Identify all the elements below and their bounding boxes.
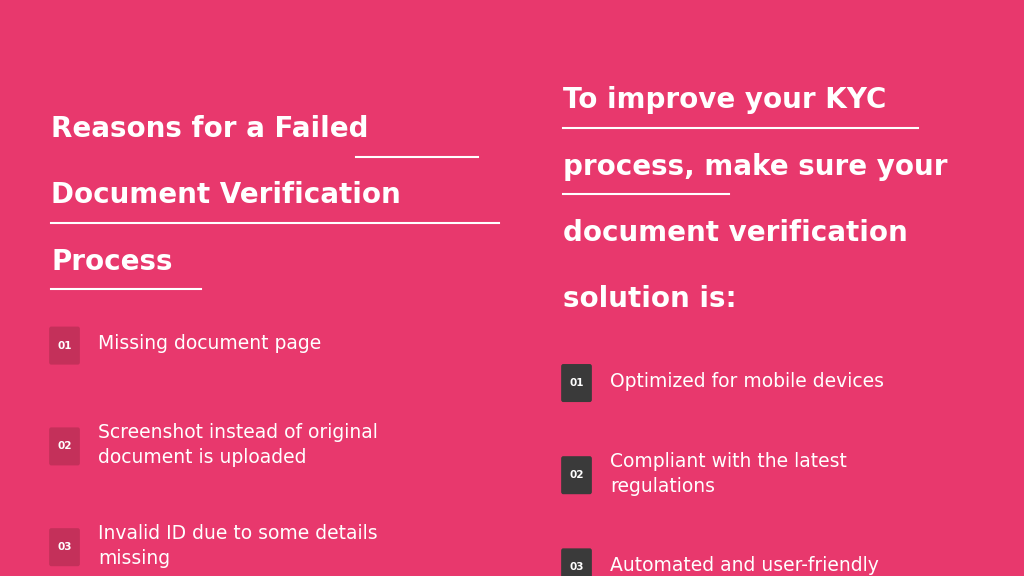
Text: 03: 03	[57, 542, 72, 552]
Text: Document Verification: Document Verification	[51, 181, 401, 210]
Text: Missing document page: Missing document page	[98, 335, 322, 354]
FancyBboxPatch shape	[49, 528, 80, 566]
Text: solution is:: solution is:	[563, 285, 737, 313]
Text: Screenshot instead of original
document is uploaded: Screenshot instead of original document …	[98, 423, 378, 467]
Text: Optimized for mobile devices: Optimized for mobile devices	[610, 372, 885, 391]
Text: Process: Process	[51, 248, 173, 276]
Text: 02: 02	[57, 441, 72, 452]
FancyBboxPatch shape	[561, 548, 592, 576]
Text: 01: 01	[57, 340, 72, 351]
Text: To improve your KYC: To improve your KYC	[563, 86, 887, 115]
FancyBboxPatch shape	[49, 427, 80, 465]
FancyBboxPatch shape	[561, 456, 592, 494]
Text: Automated and user-friendly: Automated and user-friendly	[610, 556, 880, 575]
FancyBboxPatch shape	[561, 364, 592, 402]
Text: 01: 01	[569, 378, 584, 388]
Text: Compliant with the latest
regulations: Compliant with the latest regulations	[610, 452, 847, 495]
Text: document verification: document verification	[563, 219, 908, 247]
Text: 02: 02	[569, 470, 584, 480]
Text: Invalid ID due to some details
missing: Invalid ID due to some details missing	[98, 524, 378, 567]
Text: Reasons for a Failed: Reasons for a Failed	[51, 115, 369, 143]
FancyBboxPatch shape	[49, 327, 80, 365]
Text: 03: 03	[569, 562, 584, 573]
Text: process, make sure your: process, make sure your	[563, 153, 947, 181]
